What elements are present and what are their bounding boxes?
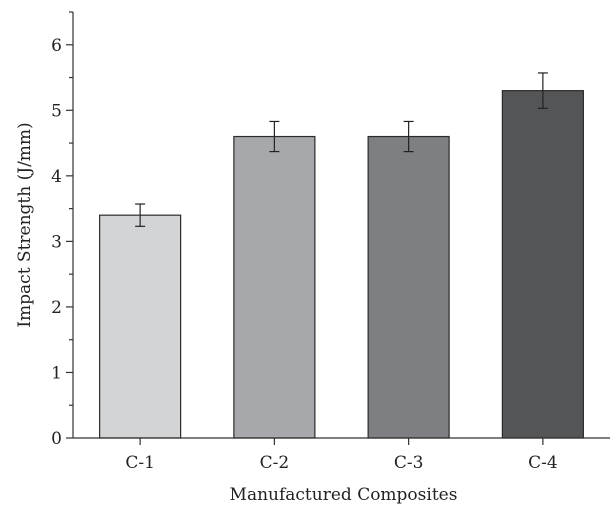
- x-tick-label: C-1: [125, 453, 155, 473]
- y-tick-label: 2: [51, 298, 62, 318]
- y-axis-ticks: 0 1 2 3 4 5 6: [51, 11, 73, 449]
- y-tick-label: 3: [51, 232, 62, 252]
- x-tick-label: C-3: [394, 453, 424, 473]
- y-tick-label: 1: [51, 363, 62, 383]
- y-axis-title: Impact Strength (J/mm): [15, 122, 35, 327]
- y-tick-label: 4: [51, 167, 62, 187]
- x-tick-label: C-2: [260, 453, 290, 473]
- x-axis-title: Manufactured Composites: [230, 485, 458, 505]
- bar-c-2: [233, 135, 316, 439]
- bar-c-1: [99, 214, 182, 439]
- bars: [99, 90, 584, 439]
- y-tick-label: 6: [51, 36, 62, 56]
- x-tick-label: C-4: [528, 453, 558, 473]
- bar-c-4: [501, 90, 584, 439]
- y-tick-label: 0: [51, 429, 62, 449]
- y-tick-label: 5: [51, 101, 62, 121]
- x-axis-ticks: C-1 C-2 C-3 C-4: [125, 438, 558, 473]
- bar-c-3: [367, 135, 450, 439]
- error-bars: [135, 72, 548, 227]
